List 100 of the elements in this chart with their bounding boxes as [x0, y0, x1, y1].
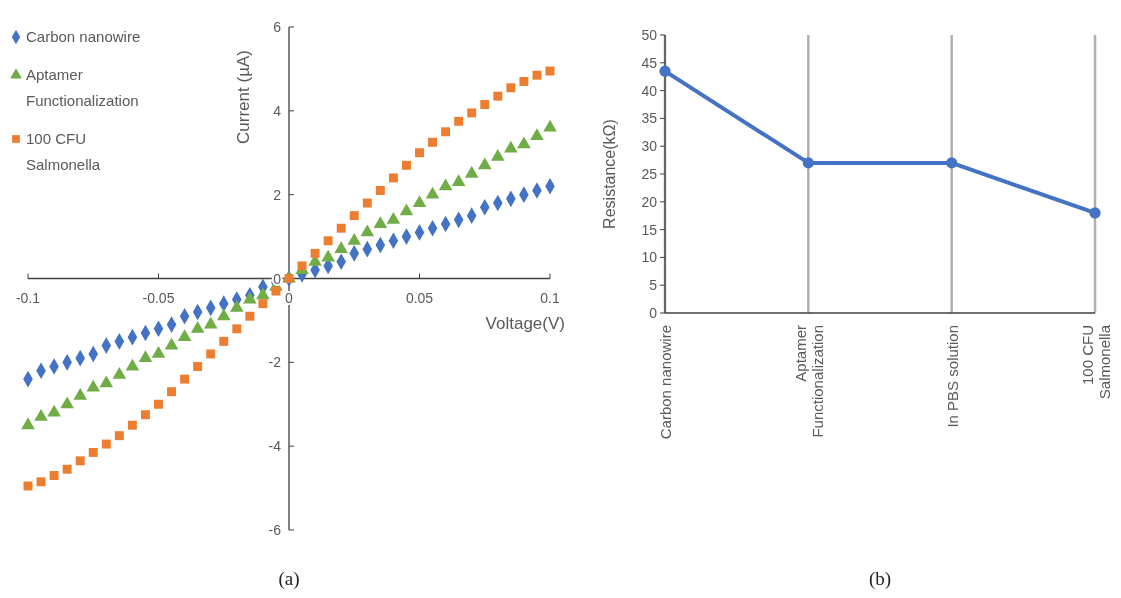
x-tick-label: In PBS solution [943, 325, 961, 428]
legend-label: 100 CFU Salmonella [26, 130, 101, 173]
y-tick-label: 35 [641, 110, 658, 127]
point [1089, 207, 1101, 219]
point [543, 119, 557, 132]
x-tick-label: Carbon nanowire [657, 325, 674, 440]
x-tick-label: 0.1 [540, 289, 560, 306]
point [336, 223, 346, 233]
point [517, 136, 531, 149]
point [321, 249, 335, 262]
y-tick-label: 2 [273, 186, 282, 203]
point [412, 195, 427, 207]
point [73, 388, 87, 400]
point [206, 349, 216, 359]
x-tick-label: 0.05 [405, 289, 434, 306]
point [219, 336, 229, 346]
point [88, 447, 98, 457]
point [454, 116, 464, 126]
point [101, 439, 111, 449]
legend-label: Aptamer Functionalization [26, 66, 139, 109]
point [401, 160, 411, 170]
point [258, 299, 268, 309]
point [75, 456, 85, 466]
point [125, 358, 140, 371]
point [360, 224, 375, 237]
point [49, 471, 59, 480]
y-tick-label: 15 [641, 221, 658, 238]
point [36, 477, 46, 487]
y-tick-label: 25 [641, 166, 658, 182]
point [60, 396, 74, 409]
point [493, 91, 503, 101]
point [232, 324, 242, 334]
point [399, 203, 414, 216]
point [99, 375, 114, 388]
x-tick-label: Aptamer Functionalization [791, 325, 826, 438]
point [349, 211, 359, 221]
point [480, 100, 490, 110]
y-tick-label: 20 [641, 193, 658, 210]
point [323, 236, 333, 246]
point [47, 404, 61, 417]
y-tick-label: 45 [641, 54, 658, 71]
y-tick-label: 50 [641, 27, 658, 43]
point [271, 286, 281, 296]
point [216, 308, 231, 321]
point [388, 173, 398, 183]
x-tick-label: 100 CFU Salmonella [1078, 324, 1113, 400]
point [451, 174, 466, 187]
point [112, 367, 127, 379]
point [425, 186, 440, 199]
x-tick-label: -0.05 [142, 289, 175, 306]
y-axis-title: Current (µA) [234, 50, 253, 144]
point [946, 157, 958, 169]
y-tick-label: -2 [268, 354, 282, 371]
y-tick-label: 4 [273, 102, 282, 119]
point [21, 417, 35, 430]
point [114, 431, 124, 441]
point [167, 387, 177, 397]
y-tick-label: 0 [649, 305, 658, 321]
point [243, 291, 257, 304]
y-tick-label: 10 [641, 249, 658, 266]
y-tick-label: 30 [641, 138, 658, 155]
point [532, 70, 542, 80]
point [140, 410, 150, 420]
y-tick-label: 6 [273, 19, 282, 35]
point [86, 379, 101, 392]
point [334, 241, 348, 254]
point [138, 350, 153, 363]
point [659, 65, 671, 77]
point [464, 165, 479, 178]
point [177, 329, 192, 342]
point [441, 127, 451, 137]
point [193, 362, 203, 371]
point [373, 216, 388, 228]
y-tick-label: 40 [641, 82, 658, 99]
point [415, 148, 424, 158]
point [519, 77, 529, 86]
point [386, 211, 401, 224]
point [34, 408, 48, 421]
y-tick-label: -4 [268, 438, 282, 455]
point [203, 316, 218, 329]
point [180, 374, 190, 384]
point [506, 83, 516, 93]
y-tick-label: -6 [268, 522, 282, 538]
point [154, 399, 163, 409]
point [504, 140, 518, 153]
legend-label: Carbon nanowire [26, 28, 141, 45]
point [491, 149, 505, 161]
point [375, 186, 385, 195]
point [467, 108, 477, 118]
point [127, 420, 137, 430]
x-axis-title: Voltage(V) [485, 313, 565, 333]
point [362, 198, 372, 208]
point [310, 248, 320, 258]
y-tick-label: 0 [273, 270, 282, 287]
point [477, 157, 492, 170]
point [428, 137, 438, 147]
point [230, 299, 244, 312]
point [438, 178, 453, 191]
text: (a) [278, 568, 300, 590]
point [190, 320, 205, 333]
